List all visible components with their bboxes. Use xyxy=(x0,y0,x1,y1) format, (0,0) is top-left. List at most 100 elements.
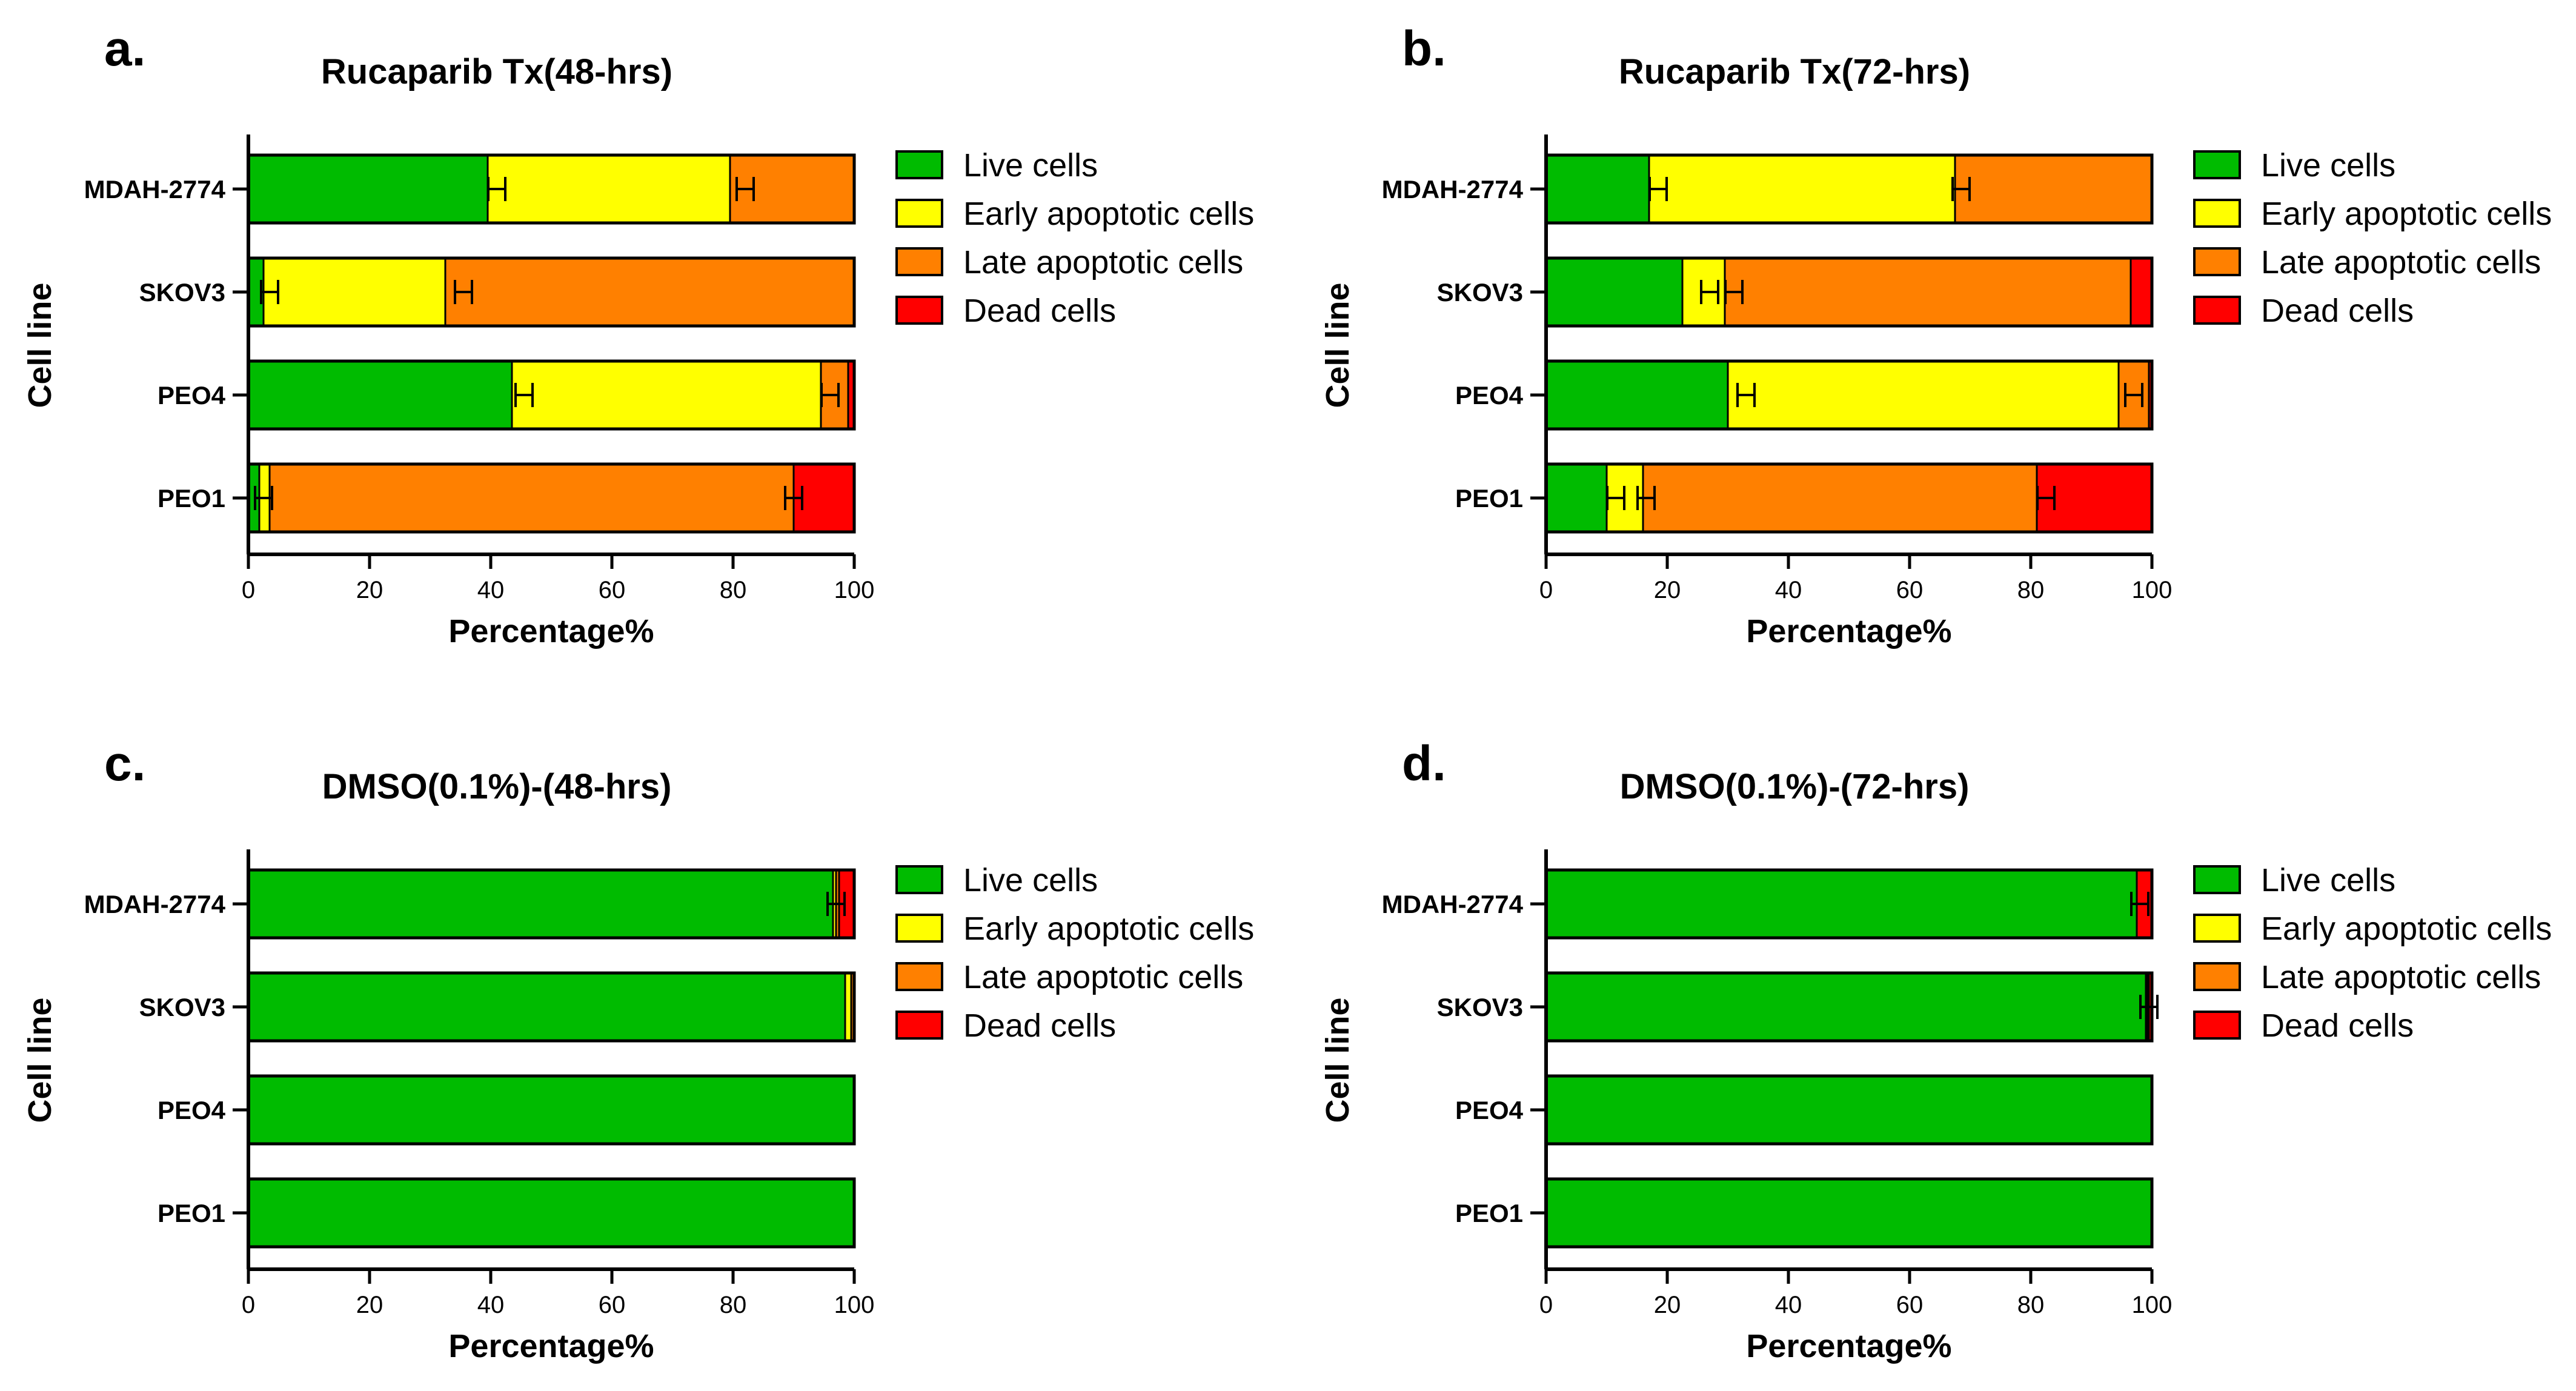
panel-letter: b. xyxy=(1402,21,1446,76)
bar-live-cells xyxy=(1546,870,2137,938)
bar-late-apoptotic-cells xyxy=(1643,464,2037,532)
x-tick-label: 20 xyxy=(356,577,383,603)
x-tick-label: 100 xyxy=(2132,577,2173,603)
x-tick-label: 40 xyxy=(477,1292,505,1318)
legend-label: Live cells xyxy=(2261,147,2395,184)
legend-swatch-live-cells xyxy=(895,865,943,894)
legend-label: Live cells xyxy=(2261,862,2395,898)
category-label: PEO4 xyxy=(1455,1096,1524,1124)
legend-label: Live cells xyxy=(963,862,1098,898)
bar-early-apoptotic-cells xyxy=(512,361,821,429)
legend-swatch-dead-cells xyxy=(2193,296,2241,325)
x-axis-label: Percentage% xyxy=(1746,1328,1951,1364)
category-label: SKOV3 xyxy=(1437,993,1523,1021)
panel-letter: d. xyxy=(1402,736,1446,791)
legend-label: Early apoptotic cells xyxy=(963,196,1254,232)
x-axis-label: Percentage% xyxy=(1746,613,1951,649)
x-tick-label: 40 xyxy=(477,577,505,603)
bar-row-mdah-2774 xyxy=(1544,153,2154,225)
bar-live-cells xyxy=(248,1179,854,1247)
x-tick-label: 80 xyxy=(2017,1292,2045,1318)
x-tick-label: 60 xyxy=(599,577,626,603)
legend-swatch-dead-cells xyxy=(895,1011,943,1040)
bar-row-mdah-2774 xyxy=(1544,868,2154,940)
x-tick-label: 0 xyxy=(242,1292,255,1318)
bar-row-peo1 xyxy=(1544,462,2154,534)
legend-swatch-early-apoptotic-cells xyxy=(895,199,943,228)
x-tick-label: 80 xyxy=(2017,577,2045,603)
chart-panel-2: b. Rucaparib Tx(72-hrs) MDAH-2774 SKOV3 PEO4… xyxy=(1320,21,2552,649)
category-label: PEO4 xyxy=(158,1096,226,1124)
legend-swatch-late-apoptotic-cells xyxy=(895,962,943,991)
x-tick-label: 80 xyxy=(720,577,747,603)
chart-panel-3: c. DMSO(0.1%)-(48-hrs) MDAH-2774 SKOV3 PEO4 P… xyxy=(22,736,1254,1364)
category-label: PEO1 xyxy=(1455,1199,1523,1227)
legend: Live cells Early apoptotic cells Late apop… xyxy=(2193,147,2552,329)
bar-late-apoptotic-cells xyxy=(445,258,854,326)
bar-early-apoptotic-cells xyxy=(1649,155,1955,223)
x-tick-label: 60 xyxy=(1896,1292,1924,1318)
x-tick-label: 0 xyxy=(1539,1292,1553,1318)
legend-label: Late apoptotic cells xyxy=(2261,244,2541,281)
legend-swatch-late-apoptotic-cells xyxy=(2193,962,2241,991)
bar-dead-cells xyxy=(848,361,854,429)
chart-panel-4: d. DMSO(0.1%)-(72-hrs) MDAH-2774 SKOV3 PEO4 P… xyxy=(1320,736,2552,1364)
bar-live-cells xyxy=(1546,361,1728,429)
x-tick-label: 80 xyxy=(720,1292,747,1318)
legend-swatch-early-apoptotic-cells xyxy=(895,914,943,943)
x-tick-label: 40 xyxy=(1775,1292,1802,1318)
x-tick-label: 0 xyxy=(242,577,255,603)
legend: Live cells Early apoptotic cells Late apop… xyxy=(2193,862,2552,1044)
legend-swatch-late-apoptotic-cells xyxy=(2193,247,2241,276)
bar-row-peo4 xyxy=(1544,359,2154,431)
x-tick-label: 20 xyxy=(1654,577,1681,603)
bar-row-peo4 xyxy=(1544,1074,2154,1146)
bar-live-cells xyxy=(248,361,512,429)
legend: Live cells Early apoptotic cells Late apop… xyxy=(895,147,1254,329)
chart-title: DMSO(0.1%)-(72-hrs) xyxy=(1620,767,1970,806)
category-label: MDAH-2774 xyxy=(84,890,226,918)
category-label: PEO4 xyxy=(158,381,226,410)
category-label: SKOV3 xyxy=(1437,278,1523,307)
legend-swatch-late-apoptotic-cells xyxy=(895,247,943,276)
category-label: MDAH-2774 xyxy=(84,175,226,204)
legend-swatch-dead-cells xyxy=(2193,1011,2241,1040)
x-tick-label: 100 xyxy=(2132,1292,2173,1318)
category-label: MDAH-2774 xyxy=(1382,890,1524,918)
legend-label: Early apoptotic cells xyxy=(963,911,1254,947)
bar-dead-cells xyxy=(794,464,854,532)
category-label: PEO1 xyxy=(158,484,225,513)
x-tick-label: 100 xyxy=(834,1292,875,1318)
bar-live-cells xyxy=(1546,155,1649,223)
legend-label: Early apoptotic cells xyxy=(2261,911,2552,947)
bar-live-cells xyxy=(248,973,845,1041)
bar-early-apoptotic-cells xyxy=(1728,361,2119,429)
category-label: PEO1 xyxy=(1455,484,1523,513)
x-tick-label: 60 xyxy=(1896,577,1924,603)
bar-dead-cells xyxy=(2131,258,2152,326)
category-label: SKOV3 xyxy=(139,278,225,307)
bar-live-cells xyxy=(248,155,488,223)
bar-row-mdah-2774 xyxy=(247,153,856,225)
bar-early-apoptotic-cells xyxy=(845,973,851,1041)
x-tick-label: 20 xyxy=(356,1292,383,1318)
legend-label: Dead cells xyxy=(2261,1008,2414,1044)
legend-swatch-live-cells xyxy=(2193,150,2241,179)
bar-live-cells xyxy=(1546,258,1682,326)
panel-letter: a. xyxy=(104,21,145,76)
bar-late-apoptotic-cells xyxy=(1955,155,2152,223)
x-tick-label: 20 xyxy=(1654,1292,1681,1318)
legend-swatch-dead-cells xyxy=(895,296,943,325)
bar-row-skov3 xyxy=(247,971,856,1043)
legend: Live cells Early apoptotic cells Late apop… xyxy=(895,862,1254,1044)
x-tick-label: 100 xyxy=(834,577,875,603)
y-axis-label: Cell line xyxy=(22,282,58,408)
x-tick-label: 40 xyxy=(1775,577,1802,603)
bar-row-peo4 xyxy=(247,1074,856,1146)
bar-dead-cells xyxy=(2037,464,2152,532)
bar-live-cells xyxy=(1546,1179,2152,1247)
bar-late-apoptotic-cells xyxy=(270,464,794,532)
category-label: PEO4 xyxy=(1455,381,1524,410)
x-axis-label: Percentage% xyxy=(448,1328,654,1364)
